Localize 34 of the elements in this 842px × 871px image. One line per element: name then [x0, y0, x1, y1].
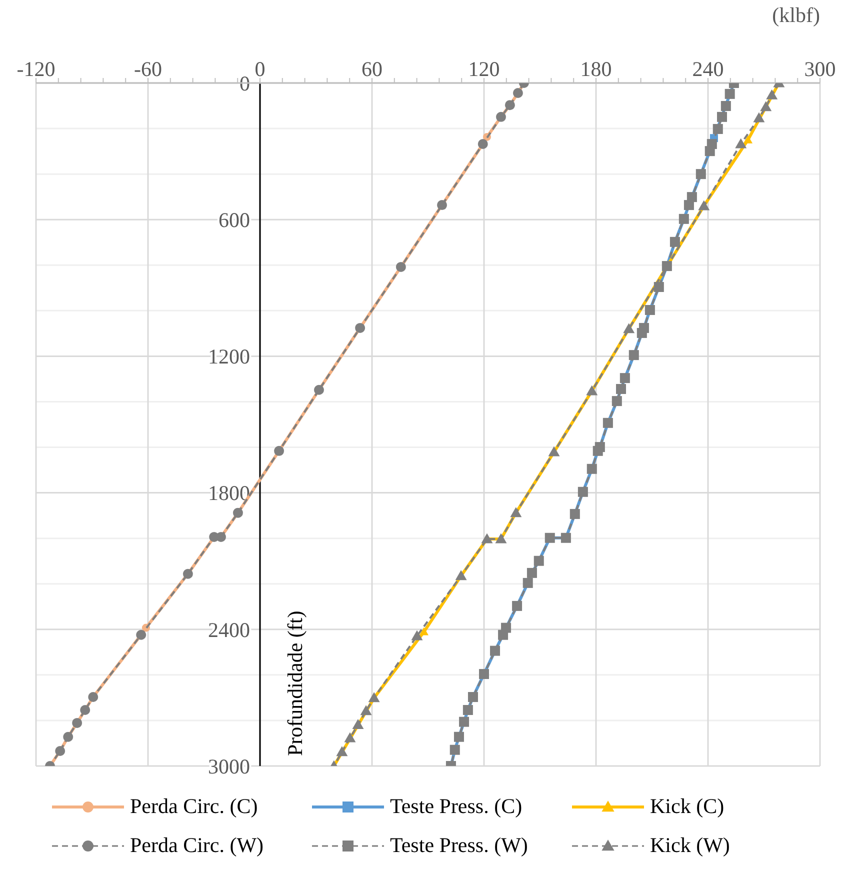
- x-tick-label: 120: [468, 57, 500, 81]
- y-tick-label: 3000: [208, 754, 250, 778]
- point: [766, 89, 778, 100]
- x-tick-label: -60: [134, 57, 162, 81]
- x-tick-label: 240: [692, 57, 724, 81]
- point: [411, 630, 423, 640]
- legend-label: Kick (W): [650, 833, 730, 858]
- legend-label: Teste Press. (C): [390, 794, 522, 819]
- x-tick-label: 300: [804, 57, 836, 81]
- point: [352, 719, 364, 730]
- y-tick-label: 1800: [208, 481, 250, 506]
- point: [760, 101, 772, 112]
- legend-label: Kick (C): [650, 794, 724, 819]
- point: [724, 88, 735, 99]
- x-axis-title: (klbf): [772, 3, 820, 27]
- point: [336, 746, 348, 756]
- point: [344, 732, 356, 742]
- legend-label: Teste Press. (W): [390, 833, 528, 858]
- y-tick-label: 1200: [208, 344, 250, 369]
- point: [360, 705, 372, 716]
- point: [717, 112, 727, 122]
- x-tick-label: 0: [254, 57, 266, 81]
- point: [753, 112, 765, 122]
- legend-label: Perda Circ. (C): [130, 794, 258, 819]
- point: [712, 124, 723, 134]
- x-tick-label: -120: [16, 57, 56, 81]
- y-tick-label: 600: [218, 208, 250, 232]
- point: [735, 138, 747, 148]
- point: [720, 100, 731, 111]
- x-tick-label: 60: [362, 57, 382, 81]
- legend-label: Perda Circ. (W): [130, 833, 264, 858]
- x-tick-label: 180: [580, 57, 612, 81]
- y-tick-label: 2400: [208, 618, 250, 642]
- y-axis-title: Profundidade (ft): [283, 610, 307, 756]
